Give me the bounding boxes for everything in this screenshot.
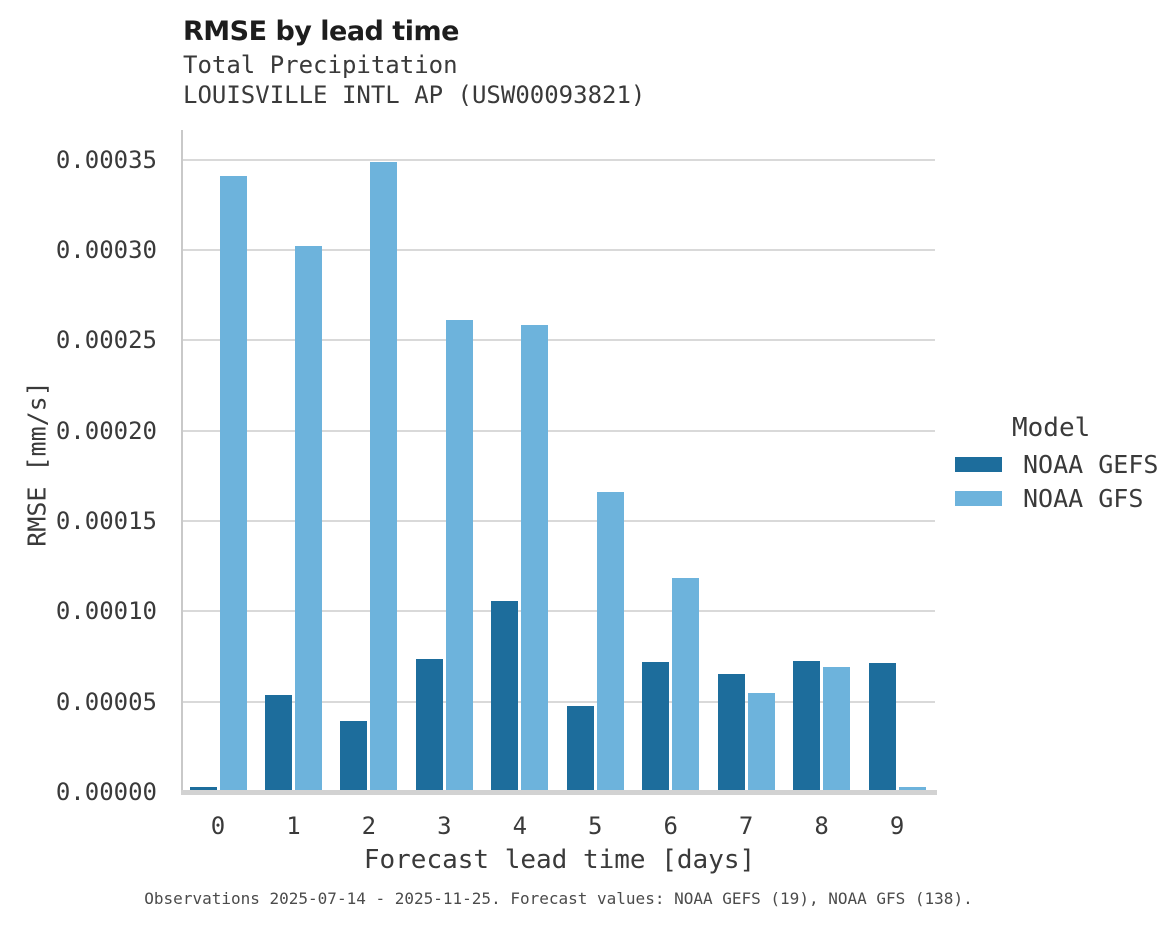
- bar-noaa-gefs-lead-2: [340, 720, 368, 792]
- chart-subtitle-variable: Total Precipitation: [183, 51, 458, 79]
- gridline: [183, 339, 935, 342]
- bar-noaa-gfs-lead-9: [898, 786, 926, 792]
- legend-item-noaa-gfs: NOAA GFS: [955, 484, 1158, 513]
- legend-label: NOAA GFS: [1023, 484, 1144, 513]
- chart-title: RMSE by lead time: [183, 16, 459, 47]
- bar-noaa-gefs-lead-6: [642, 661, 670, 792]
- x-tick-label: 2: [361, 812, 377, 840]
- caption-text: Observations 2025-07-14 - 2025-11-25. Fo…: [144, 889, 973, 908]
- y-tick-label: 0.00000: [55, 778, 157, 806]
- bar-noaa-gfs-lead-4: [521, 324, 549, 792]
- bar-noaa-gfs-lead-7: [747, 692, 775, 792]
- y-tick-label: 0.00010: [55, 597, 157, 626]
- x-axis-title: Forecast lead time [days]: [363, 845, 756, 875]
- bar-noaa-gefs-lead-0: [189, 786, 217, 792]
- x-tick-label: 9: [889, 812, 905, 840]
- y-tick-label: 0.00025: [55, 326, 157, 355]
- gridline: [183, 249, 935, 252]
- x-tick-label: 4: [512, 812, 528, 840]
- x-tick-label: 3: [437, 812, 452, 840]
- bar-noaa-gfs-lead-8: [823, 666, 851, 792]
- x-axis-baseline: [181, 790, 937, 795]
- y-axis-spine: [181, 130, 183, 794]
- gridline: [183, 429, 935, 432]
- bar-noaa-gefs-lead-3: [415, 659, 443, 792]
- bar-noaa-gefs-lead-1: [264, 695, 292, 792]
- gridline: [183, 700, 935, 703]
- chart-subtitle-station: LOUISVILLE INTL AP (USW00093821): [183, 81, 646, 109]
- y-tick-label: 0.00005: [55, 687, 157, 716]
- bar-noaa-gefs-lead-8: [793, 661, 821, 792]
- bar-noaa-gefs-lead-7: [717, 673, 745, 792]
- bar-noaa-gfs-lead-0: [219, 176, 247, 792]
- legend: NOAA GEFS NOAA GFS: [955, 450, 1158, 518]
- bar-noaa-gfs-lead-3: [445, 320, 473, 792]
- x-tick-label: 0: [210, 812, 226, 840]
- x-tick-label: 8: [814, 812, 829, 840]
- legend-swatch-icon: [955, 491, 1002, 506]
- bar-noaa-gfs-lead-2: [370, 161, 398, 792]
- legend-item-noaa-gefs: NOAA GEFS: [955, 450, 1158, 479]
- y-tick-label: 0.00030: [55, 236, 157, 265]
- x-tick-label: 7: [738, 812, 754, 840]
- bar-noaa-gefs-lead-5: [566, 705, 594, 792]
- gridline: [183, 610, 935, 613]
- y-tick-label: 0.00020: [55, 416, 157, 445]
- legend-title: Model: [1012, 413, 1091, 443]
- bar-noaa-gefs-lead-4: [491, 601, 519, 792]
- legend-swatch-icon: [955, 457, 1002, 472]
- bar-noaa-gefs-lead-9: [868, 662, 896, 792]
- y-tick-label: 0.00035: [55, 145, 157, 174]
- bar-noaa-gfs-lead-6: [672, 577, 700, 792]
- gridline: [183, 158, 935, 161]
- x-tick-label: 6: [663, 812, 678, 840]
- x-tick-label: 5: [588, 812, 603, 840]
- bar-noaa-gfs-lead-5: [596, 491, 624, 792]
- y-tick-label: 0.00015: [55, 507, 157, 536]
- legend-label: NOAA GEFS: [1023, 450, 1159, 479]
- bar-noaa-gfs-lead-1: [294, 245, 322, 792]
- gridline: [183, 520, 935, 523]
- x-tick-label: 1: [286, 812, 301, 840]
